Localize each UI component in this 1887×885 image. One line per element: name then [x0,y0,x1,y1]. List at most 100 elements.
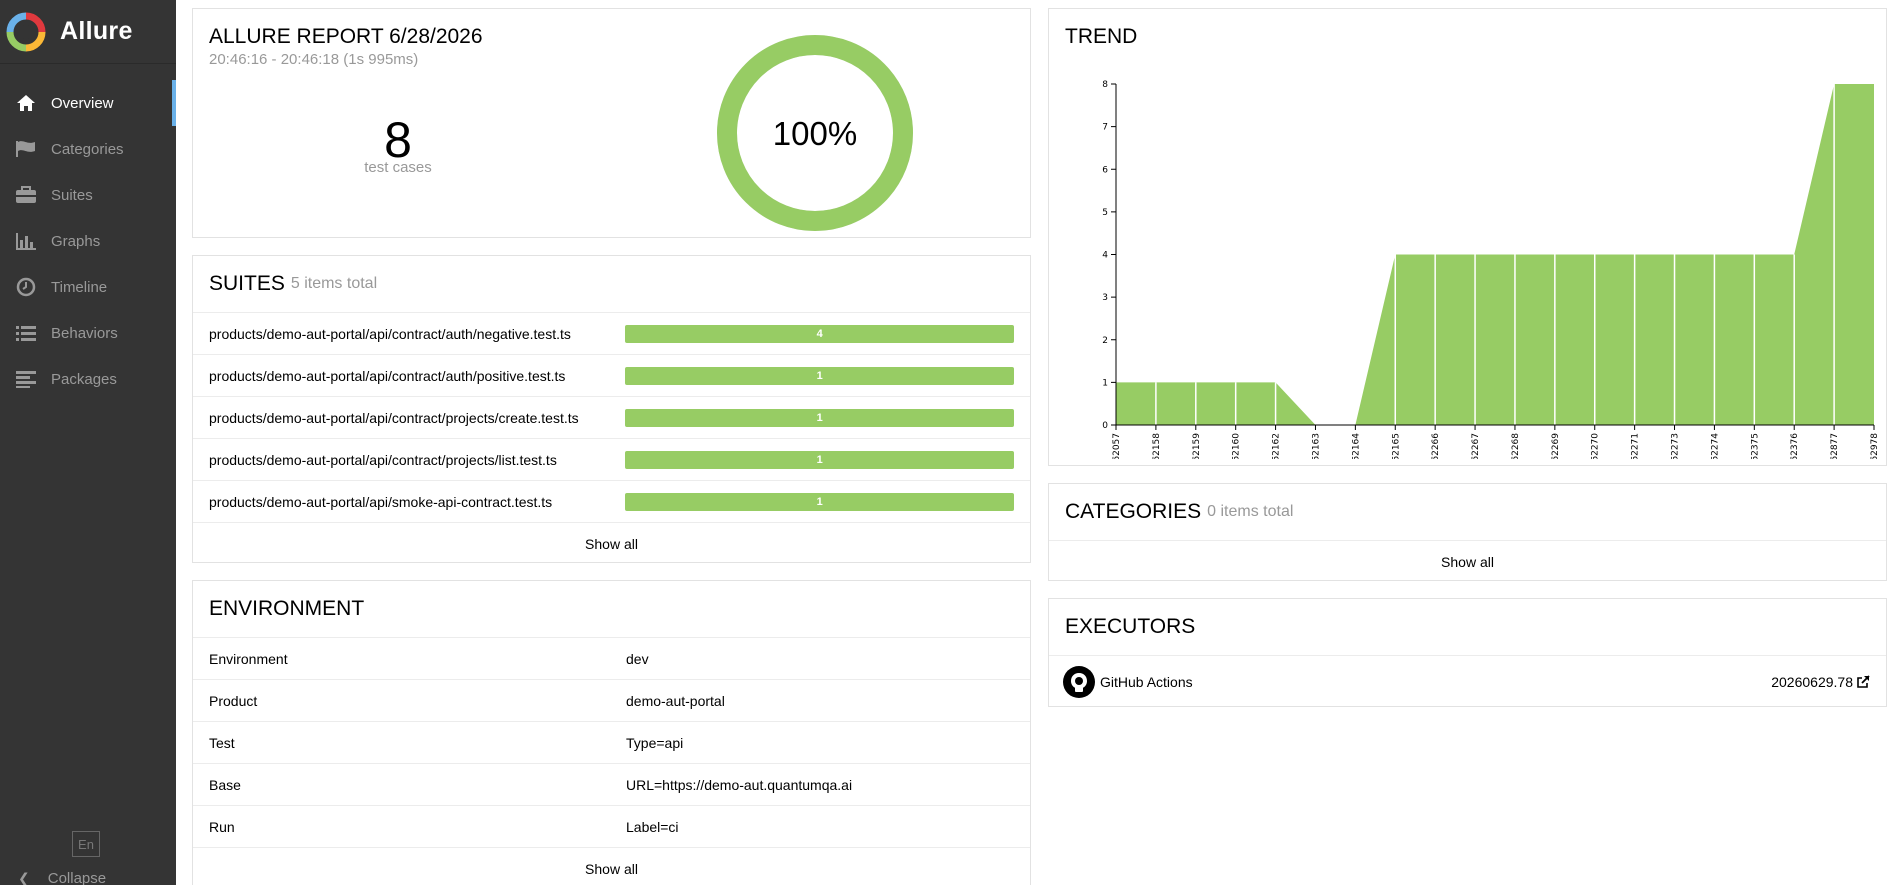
suite-row[interactable]: products/demo-aut-portal/api/contract/au… [193,312,1030,354]
suite-passed-bar[interactable]: 1 [625,450,1014,469]
pass-rate-value: 100% [773,115,857,152]
environment-key: Base [209,776,241,793]
pass-rate-arc [717,35,913,231]
sidebar-item-label: Graphs [51,232,101,250]
collapse-label: Collapse [47,870,107,885]
environment-show-all[interactable]: Show all [193,847,1030,885]
trend-x-tick-label: 26062266 [1431,433,1441,459]
environment-key: Run [209,818,235,835]
trend-y-tick-label: 0 [1102,421,1108,431]
sidebar-item-overview[interactable]: Overview [0,80,176,126]
suite-passed-bar[interactable]: 1 [625,408,1014,427]
sidebar-item-graphs[interactable]: Graphs [0,218,176,264]
suite-bar-track: 1 [625,366,1014,385]
environment-key: Product [209,692,258,709]
suites-total: 5 items total [290,275,378,292]
suite-passed-bar[interactable]: 1 [625,366,1014,385]
environment-value: dev [626,650,649,667]
sidebar-item-timeline[interactable]: Timeline [0,264,176,310]
trend-x-tick-label: 26062271 [1631,433,1641,459]
executors-widget: EXECUTORS GitHub Actions 20260629.78 [1048,598,1887,707]
suite-row[interactable]: products/demo-aut-portal/api/contract/pr… [193,396,1030,438]
language-switch[interactable]: En [72,831,100,857]
clock-icon [14,276,38,298]
suite-name: products/demo-aut-portal/api/contract/au… [209,367,566,384]
pass-rate-donut[interactable]: 100% [715,33,915,233]
environment-row: Run Label=ci [193,805,1030,847]
trend-x-tick-label: 26062267 [1471,433,1481,459]
brand[interactable]: Allure [0,0,176,64]
trend-y-tick-label: 2 [1102,336,1108,346]
collapse-button[interactable]: ❮ Collapse [18,870,106,885]
trend-x-tick-label: 26062877 [1830,433,1840,459]
sidebar-item-packages[interactable]: Packages [0,356,176,402]
suites-title: SUITES [209,272,285,295]
trend-title: TREND [1065,25,1138,48]
trend-x-tick-label: 26062269 [1551,433,1561,459]
external-link-icon [1857,674,1870,688]
trend-chart[interactable]: 0 1 2 3 4 5 6 7 8 26062057 26062158 26062159 2606216… [1049,59,1887,459]
environment-value: Type=api [626,734,684,751]
executor-info: GitHub Actions [1063,665,1193,698]
sidebar: Allure Overview Categories Suites Graphs [0,0,176,885]
categories-show-all[interactable]: Show all [1049,540,1886,582]
trend-x-tick-label: 26062165 [1391,433,1401,459]
suite-name: products/demo-aut-portal/api/smoke-api-c… [209,493,553,510]
trend-x-tick-label: 26062158 [1152,433,1162,459]
trend-y-tick-label: 3 [1102,293,1108,303]
trend-y-tick-label: 5 [1102,208,1108,218]
environment-key: Test [209,734,235,751]
test-count: 8 [384,112,412,168]
sidebar-item-categories[interactable]: Categories [0,126,176,172]
test-count-label: test cases [364,159,432,176]
sidebar-item-label: Suites [51,186,93,204]
suite-bar-track: 1 [625,450,1014,469]
categories-widget: CATEGORIES 0 items total Show all [1048,483,1887,581]
environment-row: Base URL=https://demo-aut.quantumqa.ai [193,763,1030,805]
trend-x-tick-label: 26062159 [1192,433,1202,459]
suite-bar-track: 1 [625,492,1014,511]
suite-row[interactable]: products/demo-aut-portal/api/contract/pr… [193,438,1030,480]
trend-y-tick-label: 7 [1102,123,1108,133]
sidebar-item-label: Behaviors [51,324,118,342]
suites-header: SUITES 5 items total [193,256,1030,312]
environment-row: Environment dev [193,637,1030,679]
sidebar-item-label: Overview [51,94,114,112]
list-icon [14,322,38,344]
briefcase-icon [14,184,38,206]
environment-key: Environment [209,650,288,667]
executor-row[interactable]: GitHub Actions 20260629.78 [1049,655,1886,707]
app-name: Allure [60,17,133,45]
report-title: ALLURE REPORT 6/28/2026 [209,25,483,48]
suite-passed-bar[interactable]: 1 [625,492,1014,511]
trend-x-tick-label: 26062057 [1112,433,1122,459]
categories-header: CATEGORIES 0 items total [1049,484,1886,540]
trend-widget: TREND 0 1 2 3 4 5 6 7 8 26062057 26062158 26062159 2… [1048,8,1887,466]
github-icon [1063,665,1095,698]
suite-passed-bar[interactable]: 4 [625,324,1014,343]
suites-widget: SUITES 5 items total products/demo-aut-p… [192,255,1031,563]
trend-x-tick-label: 26062274 [1710,433,1720,459]
suite-row[interactable]: products/demo-aut-portal/api/smoke-api-c… [193,480,1030,522]
environment-row: Test Type=api [193,721,1030,763]
suites-show-all[interactable]: Show all [193,522,1030,564]
trend-x-tick-label: 26062270 [1591,433,1601,459]
chevron-left-icon: ❮ [18,870,30,885]
environment-value: Label=ci [626,818,679,835]
trend-x-tick-label: 26062164 [1351,433,1361,459]
trend-x-tick-label: 26062375 [1750,433,1760,459]
sidebar-nav: Overview Categories Suites Graphs Timeli… [0,80,176,402]
suite-row[interactable]: products/demo-aut-portal/api/contract/au… [193,354,1030,396]
trend-x-tick-label: 26062268 [1511,433,1521,459]
sidebar-item-suites[interactable]: Suites [0,172,176,218]
executors-header: EXECUTORS [1049,599,1886,655]
sidebar-item-label: Categories [51,140,124,158]
report-time-range: 20:46:16 - 20:46:18 (1s 995ms) [209,51,419,68]
environment-value: URL=https://demo-aut.quantumqa.ai [626,776,853,793]
trend-x-tick-label: 26062273 [1671,433,1681,459]
trend-y-tick-label: 6 [1102,165,1108,175]
align-left-icon [14,368,38,390]
environment-title: ENVIRONMENT [209,597,365,620]
sidebar-item-behaviors[interactable]: Behaviors [0,310,176,356]
executor-build-link[interactable]: 20260629.78 [1771,674,1870,690]
